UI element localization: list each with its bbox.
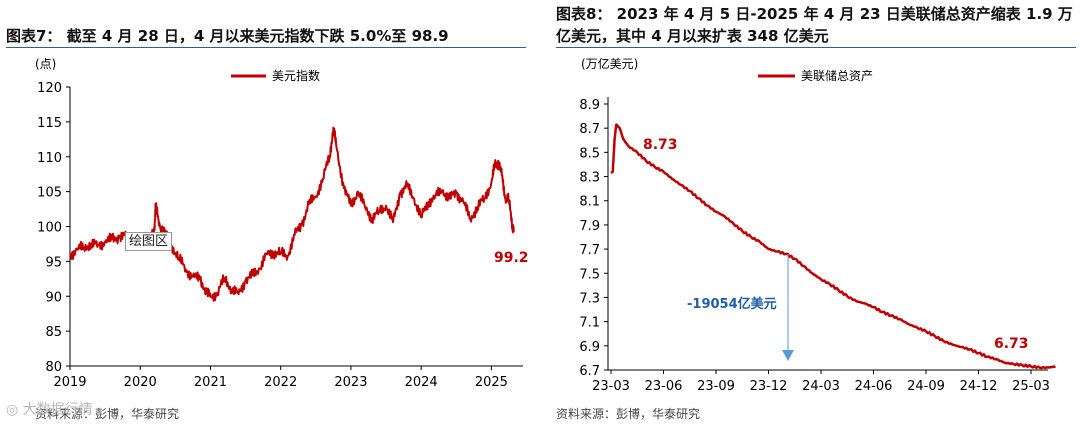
- dxy-line-chart: (点) 美元指数 120 115 110 105 100 95 90 85 80 2019 202…: [35, 57, 529, 390]
- legend-label: 美元指数: [272, 68, 320, 83]
- x-tick-label: 24-06: [855, 379, 893, 394]
- y-tick-label: 6.7: [579, 364, 600, 379]
- y-tick-label: 120: [37, 81, 62, 96]
- y-tick-label: 115: [37, 116, 62, 131]
- plot-area-tooltip: 绘图区: [125, 232, 173, 251]
- title-rule-left: [6, 47, 526, 48]
- x-tick-label: 24-09: [907, 379, 945, 394]
- x-tick-label: 23-12: [750, 379, 788, 394]
- x-tick-label: 25-03: [1012, 379, 1050, 394]
- fed-assets-series-line: [610, 123, 1056, 370]
- y-tick-label: 85: [45, 325, 62, 340]
- fed-panel: 图表8： 2023 年 4 月 5 日-2025 年 4 月 23 日美联储总资…: [545, 0, 1080, 433]
- y-tick-label: 8.3: [579, 171, 600, 186]
- y-tick-label: 90: [45, 290, 62, 305]
- y-tick-label: 7.5: [579, 267, 600, 282]
- y-tick-label: 6.9: [579, 340, 600, 355]
- y-axis: 8.9 8.7 8.5 8.3 8.1 7.9 7.7 7.5 7.3 7.1 6.9 6.7: [579, 98, 608, 379]
- decline-arrow-head: [782, 350, 794, 361]
- source-note-left: 资料来源：彭博，华泰研究: [35, 407, 180, 421]
- dxy-panel: 图表7： 截至 4 月 28 日，4 月以来美元指数下跌 5.0%至 98.9 …: [6, 27, 529, 421]
- y-tick-label: 100: [37, 221, 62, 236]
- source-note-right: 资料来源：彭博，华泰研究: [556, 407, 701, 421]
- y-tick-label: 7.1: [579, 316, 600, 331]
- title-rule-right: [556, 47, 1076, 48]
- x-tick-label: 23-03: [592, 379, 630, 394]
- y-tick-label: 110: [37, 151, 62, 166]
- x-tick-label: 24-12: [960, 379, 998, 394]
- y-tick-label: 80: [45, 360, 62, 375]
- x-tick-label: 2025: [475, 375, 508, 390]
- y-tick-label: 8.1: [579, 195, 600, 210]
- x-tick-label: 2024: [405, 375, 438, 390]
- y-tick-label: 8.7: [579, 122, 600, 137]
- y-axis-unit-label: (点): [35, 57, 56, 71]
- y-tick-label: 95: [45, 255, 62, 270]
- y-tick-label: 7.7: [579, 243, 600, 258]
- x-axis: 2019 2020 2021 2022 2023 2024 2025: [53, 366, 508, 390]
- y-tick-label: 8.9: [579, 98, 600, 113]
- end-value-label: 6.73: [994, 336, 1029, 352]
- dxy-chart-title: 图表7： 截至 4 月 28 日，4 月以来美元指数下跌 5.0%至 98.9: [6, 27, 449, 45]
- y-tick-label: 8.5: [579, 146, 600, 161]
- x-tick-label: 2021: [194, 375, 227, 390]
- legend-label: 美联储总资产: [801, 68, 873, 83]
- y-tick-label: 7.3: [579, 291, 600, 306]
- x-tick-label: 24-03: [802, 379, 840, 394]
- x-axis: 23-03 23-06 23-09 23-12 24-03 24-06 24-09 24-12…: [592, 370, 1050, 394]
- y-axis-unit-label: (万亿美元): [581, 56, 638, 71]
- y-tick-label: 105: [37, 186, 62, 201]
- fed-chart-title: 图表8： 2023 年 4 月 5 日-2025 年 4 月 23 日美联储总资…: [556, 5, 1073, 45]
- decline-annotation: -19054亿美元: [687, 296, 777, 312]
- x-tick-label: 2022: [264, 375, 297, 390]
- x-tick-label: 2023: [334, 375, 367, 390]
- peak-value-label: 8.73: [643, 137, 678, 153]
- fed-line-chart: (万亿美元) 美联储总资产 8.9 8.7 8.5 8.3 8.1 7.9 7.7 7.5 7.…: [579, 56, 1056, 394]
- x-tick-label: 2019: [53, 375, 86, 390]
- y-tick-label: 7.9: [579, 219, 600, 234]
- x-tick-label: 2020: [124, 375, 157, 390]
- watermark: ◎ 大数据行情: [6, 402, 93, 418]
- dxy-series-line: [69, 126, 515, 302]
- x-tick-label: 23-09: [697, 379, 735, 394]
- end-value-label: 99.2: [494, 250, 529, 266]
- x-tick-label: 23-06: [645, 379, 683, 394]
- y-axis: 120 115 110 105 100 95 90 85 80: [37, 81, 70, 375]
